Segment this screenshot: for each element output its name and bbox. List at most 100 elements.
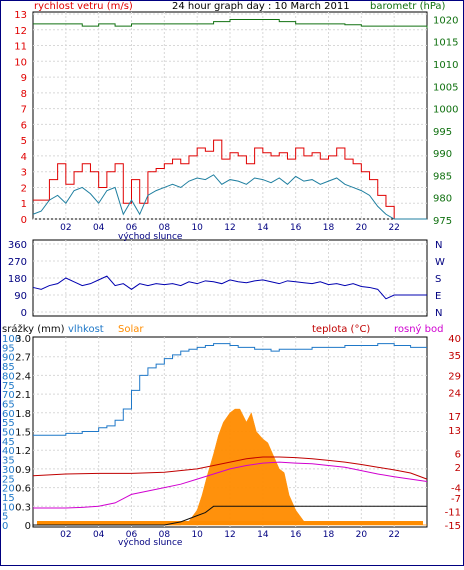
panel-3-humidity-tick: 90: [2, 353, 15, 364]
legend-dewpoint: rosný bod: [394, 323, 443, 335]
panel-1-x-tick: 22: [388, 223, 399, 233]
barometer-line: [33, 18, 428, 29]
panel-3-x-tick: 22: [388, 530, 399, 540]
panel-3-temp-tick: 13: [448, 426, 461, 437]
panel-1-left-tick: 7: [21, 105, 27, 116]
panel-3-humidity-tick: 60: [2, 409, 15, 420]
panel-1-right-tick: 975: [433, 216, 452, 227]
panel-1-x-tick: 16: [290, 223, 302, 233]
panel-1-right-tick: 990: [433, 149, 452, 160]
average-wind-line: [32, 174, 427, 220]
panel-3-humidity-tick: 70: [2, 390, 15, 401]
panel-3-temp-tick: -11: [445, 507, 461, 518]
panel-1-left-tick: 4: [21, 152, 27, 163]
panel-3-rain-tick: 0.3: [15, 502, 31, 513]
panel-3-humidity-tick: 5: [2, 512, 8, 523]
header-left-label: rychlost vetru (m/s): [34, 1, 133, 12]
panel-3-humidity-tick: 50: [2, 428, 15, 439]
panel-3-x-tick: 18: [323, 530, 335, 540]
panel-1-x-tick: 20: [356, 223, 368, 233]
panel-2-compass-label: N: [435, 308, 442, 319]
panel-3-x-tick: 12: [224, 530, 235, 540]
panel-3-rain-tick: 2.4: [15, 371, 31, 382]
panel-3-temp-tick: 17: [448, 412, 461, 423]
panel-3-rain-tick: 1.8: [15, 409, 31, 420]
legend-rain: srážky (mm): [2, 323, 65, 335]
panel-3-humidity-tick: 45: [2, 437, 15, 448]
panel-3-humidity-tick: 75: [2, 381, 15, 392]
wind-speed-line: [33, 139, 427, 220]
panel-3-temp-tick: 2: [455, 463, 461, 474]
panel-3-humidity-tick: 80: [2, 371, 15, 382]
panel-2-left-tick: 90: [14, 291, 27, 302]
panel-2-compass-label: W: [435, 257, 445, 268]
header-title: 24 hour graph day : 10 March 2011: [172, 1, 350, 12]
panel-3-humidity-tick: 40: [2, 446, 15, 457]
panel-3-humidity-tick: 55: [2, 418, 15, 429]
panel-3-temp-tick: 24: [448, 388, 461, 399]
panel-1-left-tick: 5: [21, 136, 27, 147]
panel-1-x-tick: 04: [93, 223, 105, 233]
panel-3-rain-tick: 0.6: [15, 484, 31, 495]
panel-3-temp-tick: 29: [448, 371, 461, 382]
temperature-line: [32, 456, 428, 480]
chart-dynamic-layer: 0123456789101112139759809859909951000100…: [2, 10, 461, 540]
wind-direction-line: [32, 275, 427, 300]
dewpoint-line: [33, 461, 428, 509]
panel-3-temp-tick: 35: [448, 351, 461, 362]
panel-3-humidity-tick: 20: [2, 484, 15, 495]
legend-solar: Solar: [118, 324, 144, 335]
panel-1-left-tick: 2: [21, 183, 27, 194]
panel-1-left-tick: 13: [14, 10, 27, 21]
panel-3-x-tick: 04: [93, 530, 105, 540]
panel-2-left-tick: 0: [21, 308, 27, 319]
panel-3-humidity-tick: 25: [2, 474, 15, 485]
sunrise-label-top: východ slunce: [118, 232, 183, 242]
sunrise-label-bottom: východ slunce: [118, 538, 183, 548]
humidity-line: [33, 343, 427, 436]
panel-3-rain-tick: 1.2: [15, 446, 31, 457]
panel-1-x-tick: 02: [60, 223, 71, 233]
panel-1-x-tick: 10: [191, 223, 203, 233]
panel-1-x-tick: 18: [323, 223, 335, 233]
panel-3-rain-tick: 0.9: [15, 465, 31, 476]
panel-1-right-tick: 980: [433, 194, 452, 205]
panel-2-compass-label: N: [435, 240, 442, 251]
panel-3-humidity-tick: 35: [2, 456, 15, 467]
panel-3-x-tick: 02: [60, 530, 71, 540]
legend-temperature: teplota (°C): [312, 324, 370, 335]
panel-1-left-tick: 6: [21, 120, 27, 131]
panel-3-temp-tick: -4: [451, 484, 461, 495]
panel-1-left-tick: 9: [21, 73, 27, 84]
panel-3-rain-tick: 0: [25, 521, 31, 532]
panel-3-humidity-tick: 65: [2, 399, 15, 410]
panel-1-right-tick: 1000: [433, 105, 458, 116]
panel-2-left-tick: 180: [8, 274, 27, 285]
panel-3-humidity-tick: 85: [2, 362, 15, 373]
panel-1-right-tick: 985: [433, 171, 452, 182]
panel-1-left-tick: 0: [21, 215, 27, 226]
legend-humidity: vlhkost: [68, 324, 104, 335]
panel-2-left-tick: 360: [8, 240, 27, 251]
panel-1-x-tick: 08: [159, 223, 171, 233]
panel-3-x-tick: 06: [126, 530, 138, 540]
panel-1-left-tick: 11: [14, 42, 27, 53]
panel-3-x-tick: 08: [159, 530, 171, 540]
panel-2-compass-label: E: [435, 291, 441, 302]
panel-1-right-tick: 1005: [433, 82, 458, 93]
panel-3-temp-tick: -7: [451, 494, 461, 505]
panel-1-x-tick: 06: [126, 223, 138, 233]
panel-1-right-tick: 1010: [433, 60, 458, 71]
panel-1-x-tick: 14: [257, 223, 269, 233]
rain-line: [33, 505, 427, 526]
panel-3-temp-tick: 40: [448, 334, 461, 345]
solar-area: [33, 408, 428, 526]
panel-1-left-tick: 12: [14, 26, 27, 37]
panel-3-rain-tick: 1.5: [15, 428, 31, 439]
panel-3-rain-tick: 2.1: [15, 390, 31, 401]
panel-1-left-tick: 10: [14, 57, 27, 68]
panel-3-x-tick: 14: [257, 530, 269, 540]
panel-1-left-tick: 8: [21, 89, 27, 100]
panel-3-temp-tick: -15: [445, 521, 461, 532]
